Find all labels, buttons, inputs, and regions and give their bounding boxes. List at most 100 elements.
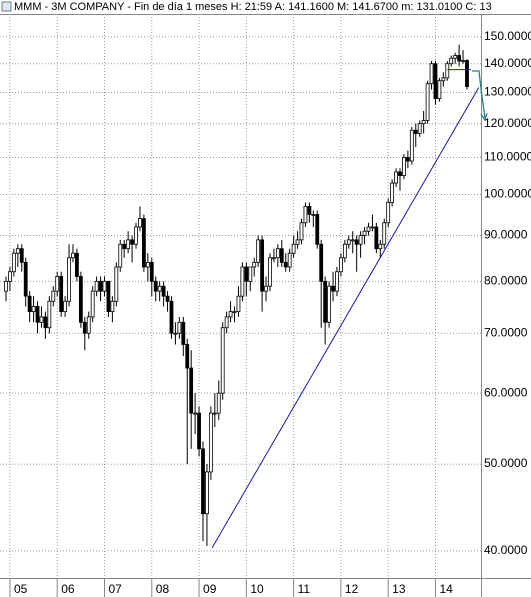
candle-body: [244, 266, 249, 282]
candle-body: [149, 261, 154, 282]
candle-body: [398, 171, 402, 176]
candle-body: [287, 252, 292, 268]
candle-body: [264, 285, 268, 292]
candle-body: [433, 63, 438, 99]
candle-body: [63, 300, 67, 313]
y-tick-label: 150.0000: [484, 29, 531, 43]
candle-body: [145, 261, 150, 268]
candle-body: [279, 248, 284, 263]
candle-body: [342, 243, 347, 259]
candle-body: [299, 222, 304, 241]
candle-body: [236, 295, 241, 313]
x-tick-label: 08: [156, 582, 170, 596]
candle-body: [307, 205, 312, 215]
candle-body: [441, 77, 446, 82]
title-icon: [1, 1, 12, 12]
candle-body: [216, 392, 221, 414]
candle-body: [370, 226, 375, 229]
title-bar: [0, 0, 531, 14]
candle-body: [31, 306, 36, 313]
candle-body: [193, 412, 198, 415]
candle-body: [303, 205, 308, 224]
candle-body: [457, 55, 462, 62]
candle-body: [366, 226, 371, 232]
candle-body: [358, 235, 363, 245]
candle-body: [295, 239, 300, 245]
candle-body: [90, 290, 95, 318]
candle-body: [232, 311, 237, 314]
candle-body: [272, 257, 276, 260]
candle-body: [338, 257, 343, 273]
candle-body: [23, 261, 28, 297]
candle-body: [275, 248, 280, 259]
candle-body: [4, 280, 8, 292]
candle-body: [19, 248, 24, 263]
candle-body: [268, 257, 272, 287]
trendline: [211, 87, 480, 549]
candle-body: [315, 214, 320, 245]
y-tick-label: 120.0000: [484, 116, 531, 130]
x-tick-label: 09: [203, 582, 217, 596]
candle-body: [220, 327, 225, 394]
candle-body: [197, 412, 201, 450]
candle-body: [110, 300, 115, 313]
candle-body: [260, 239, 265, 292]
y-tick-label: 130.0000: [484, 85, 531, 99]
y-tick-label: 110.0000: [484, 150, 531, 164]
candle-body: [319, 243, 324, 282]
y-tick-label: 40.0000: [484, 543, 528, 557]
y-tick-label: 100.0000: [484, 187, 531, 201]
x-tick-label: 14: [439, 582, 453, 596]
candle-body: [208, 412, 213, 473]
y-tick-label: 50.0000: [484, 456, 528, 470]
candle-body: [51, 290, 56, 302]
candle-body: [437, 80, 442, 99]
annotation-arrow-head: [480, 112, 488, 122]
candle-body: [181, 321, 186, 345]
candle-body: [346, 239, 351, 245]
candle-body: [224, 316, 229, 329]
candle-body: [173, 332, 178, 335]
candle-body: [134, 226, 138, 245]
annotation-arrow: [472, 70, 486, 119]
candle-body: [153, 280, 158, 292]
y-tick-label: 70.0000: [484, 325, 528, 339]
candle-body: [11, 252, 16, 273]
y-tick-label: 90.0000: [484, 228, 528, 242]
candle-body: [55, 276, 60, 292]
candle-body: [256, 239, 261, 263]
candle-body: [350, 239, 355, 242]
candle-body: [421, 120, 426, 125]
candle-body: [47, 300, 52, 329]
candle-body: [94, 280, 99, 292]
candle-body: [82, 321, 87, 334]
candle-body: [394, 171, 398, 184]
candle-body: [461, 60, 465, 62]
candle-body: [15, 248, 20, 254]
x-tick-label: 10: [250, 582, 264, 596]
candle-body: [114, 266, 119, 302]
y-tick-label: 60.0000: [484, 385, 528, 399]
candle-body: [390, 182, 395, 203]
candle-body: [106, 280, 111, 313]
candle-body: [161, 285, 166, 297]
candle-body: [449, 57, 454, 65]
x-tick-label: 11: [298, 582, 311, 596]
candle-body: [405, 157, 410, 162]
candle-body: [177, 321, 182, 334]
candle-body: [240, 266, 245, 297]
candle-body: [130, 239, 134, 245]
candle-body: [311, 214, 316, 216]
candle-body: [212, 412, 217, 415]
candle-body: [43, 316, 48, 329]
candle-body: [122, 243, 127, 250]
candle-body: [402, 157, 406, 176]
candle-body: [413, 129, 418, 134]
candle-body: [189, 367, 194, 414]
candle-body: [102, 280, 107, 292]
candle-body: [138, 218, 142, 228]
y-tick-label: 140.0000: [484, 56, 531, 70]
candle-body: [382, 222, 387, 245]
candle-body: [409, 129, 414, 162]
